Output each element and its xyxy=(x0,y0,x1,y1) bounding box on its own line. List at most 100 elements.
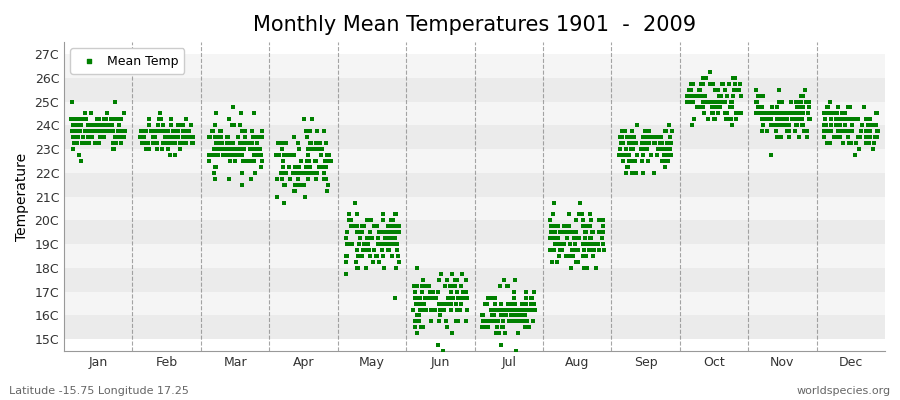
Point xyxy=(640,146,654,152)
Point xyxy=(318,164,332,170)
Point xyxy=(385,253,400,259)
Point xyxy=(312,164,327,170)
Point xyxy=(91,122,105,128)
Point xyxy=(65,98,79,105)
Point xyxy=(578,229,592,236)
Point xyxy=(81,140,95,146)
Point xyxy=(647,140,662,146)
Point xyxy=(291,176,305,182)
Point xyxy=(412,294,427,301)
Point xyxy=(862,128,877,134)
Point xyxy=(429,294,444,301)
Point xyxy=(184,140,199,146)
Point xyxy=(425,294,439,301)
Point xyxy=(549,235,563,242)
Point xyxy=(775,98,789,105)
Point xyxy=(382,229,397,236)
Point xyxy=(712,98,726,105)
Point xyxy=(291,140,305,146)
Point xyxy=(303,164,318,170)
Point xyxy=(84,128,98,134)
Point xyxy=(838,110,852,117)
Point xyxy=(778,122,792,128)
Point xyxy=(419,282,434,289)
Point xyxy=(583,241,598,247)
Point xyxy=(755,116,770,122)
Point xyxy=(350,223,365,230)
Point xyxy=(441,294,455,301)
Point xyxy=(719,116,733,122)
Point xyxy=(509,306,524,313)
Point xyxy=(134,128,148,134)
Point xyxy=(793,98,807,105)
Point xyxy=(651,146,665,152)
Point xyxy=(749,110,763,117)
Point xyxy=(820,128,834,134)
Point xyxy=(417,306,431,313)
Point xyxy=(235,128,249,134)
Point xyxy=(568,241,582,247)
Point xyxy=(724,98,739,105)
Point xyxy=(342,217,356,224)
Point xyxy=(272,152,286,158)
Point xyxy=(356,247,370,253)
Point xyxy=(571,247,585,253)
Point xyxy=(595,217,609,224)
Point xyxy=(779,128,794,134)
Point xyxy=(569,229,583,236)
Point xyxy=(385,217,400,224)
Point xyxy=(163,134,177,140)
Point xyxy=(439,324,454,330)
Point xyxy=(385,235,400,242)
Point xyxy=(621,164,635,170)
Point xyxy=(82,140,96,146)
Point xyxy=(568,247,582,253)
Point xyxy=(185,134,200,140)
Point xyxy=(70,134,85,140)
Point xyxy=(252,152,266,158)
Point xyxy=(796,104,810,111)
Point xyxy=(424,318,438,325)
Point xyxy=(578,253,592,259)
Point xyxy=(160,128,175,134)
Point xyxy=(732,110,746,117)
Point xyxy=(203,152,218,158)
Point xyxy=(521,324,535,330)
Point xyxy=(620,134,634,140)
Bar xyxy=(64,197,885,220)
Point xyxy=(680,98,694,105)
Point xyxy=(147,140,161,146)
Point xyxy=(821,110,835,117)
Point xyxy=(436,306,451,313)
Point xyxy=(276,164,291,170)
Point xyxy=(94,134,109,140)
Point xyxy=(762,116,777,122)
Point xyxy=(445,288,459,295)
Point xyxy=(222,152,237,158)
Point xyxy=(526,306,540,313)
Point xyxy=(140,146,154,152)
Point xyxy=(341,211,356,218)
Point xyxy=(310,170,324,176)
Point xyxy=(88,128,103,134)
Point xyxy=(432,318,446,325)
Point xyxy=(69,128,84,134)
Point xyxy=(495,306,509,313)
Point xyxy=(768,110,782,117)
Point xyxy=(99,116,113,122)
Point xyxy=(65,128,79,134)
Point xyxy=(796,110,810,117)
Point xyxy=(223,158,238,164)
Point xyxy=(823,140,837,146)
Point xyxy=(283,152,297,158)
Point xyxy=(103,128,117,134)
Point xyxy=(223,146,238,152)
Point xyxy=(652,140,667,146)
Point xyxy=(559,253,573,259)
Point xyxy=(341,217,356,224)
Point xyxy=(350,229,365,236)
Point xyxy=(617,128,632,134)
Point xyxy=(718,110,733,117)
Point xyxy=(782,122,796,128)
Point xyxy=(580,223,595,230)
